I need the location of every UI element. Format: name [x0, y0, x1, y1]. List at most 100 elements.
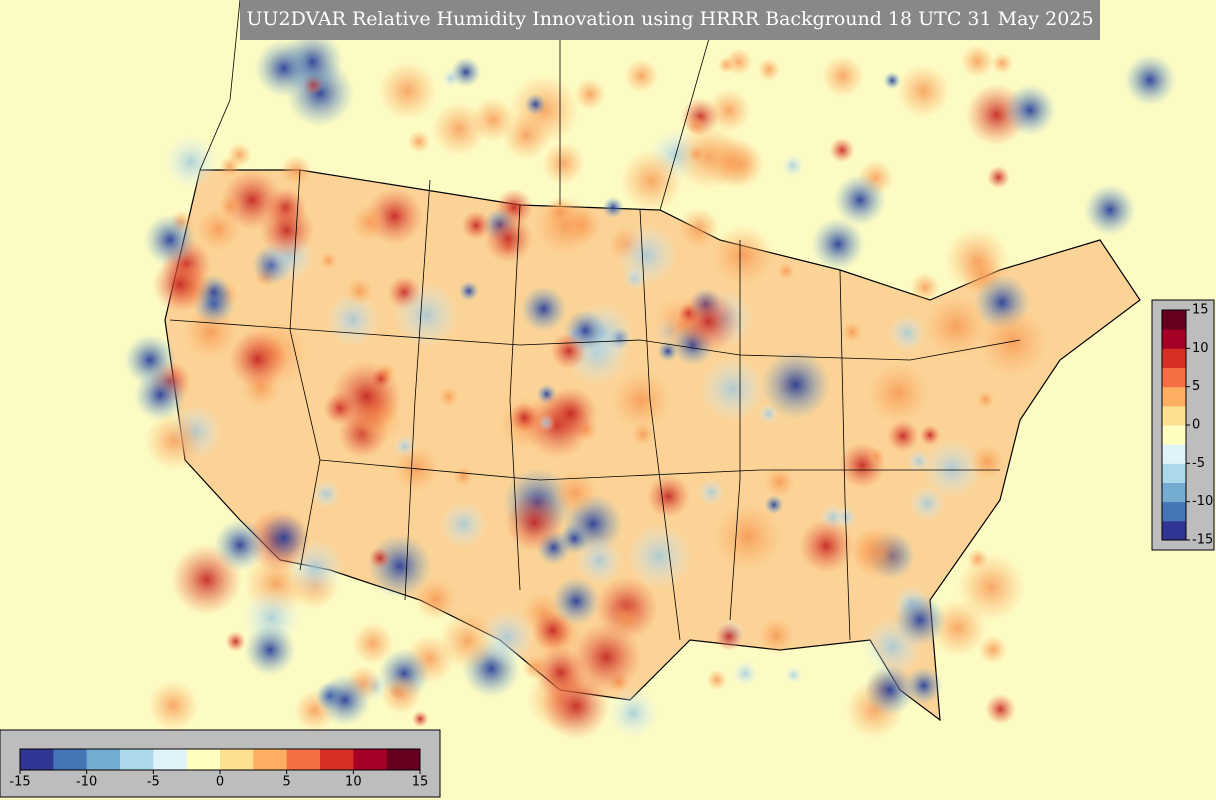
field-blob [280, 154, 312, 187]
colorbar-tick-label: -10 [1192, 494, 1213, 509]
field-blob [254, 39, 313, 98]
colorbar-tick-label: 15 [1192, 303, 1209, 318]
colorbar-segment [1162, 329, 1186, 349]
field-blob [620, 149, 684, 213]
colorbar-tick-label: 5 [283, 775, 291, 790]
field-blob [350, 204, 388, 241]
field-blob [624, 58, 659, 93]
field-blob [677, 290, 741, 354]
field-blob [144, 214, 196, 266]
field-blob [505, 493, 564, 553]
field-blob [564, 309, 607, 352]
colorbar-segment [220, 749, 254, 770]
field-blob [678, 207, 720, 249]
field-blob [439, 500, 488, 549]
field-blob [712, 224, 774, 286]
field-blob [225, 631, 246, 652]
field-blob [219, 155, 241, 178]
field-blob [461, 210, 492, 241]
colorbar-segment [1162, 425, 1186, 445]
field-blob [821, 55, 865, 98]
colorbar-segment [1162, 482, 1186, 503]
colorbar-segment [1162, 463, 1186, 483]
field-blob [346, 277, 374, 305]
field-blob [351, 622, 395, 665]
field-blob [616, 224, 678, 286]
field-blob [520, 285, 567, 333]
field-blob [607, 687, 660, 740]
field-blob [970, 444, 1005, 480]
field-blob [896, 64, 950, 118]
field-blob [991, 52, 1013, 75]
field-blob [909, 485, 946, 522]
field-blob [886, 419, 920, 453]
field-blob [380, 673, 422, 715]
field-blob [834, 174, 886, 226]
field-blob [835, 506, 858, 528]
field-blob [924, 295, 988, 358]
colorbar-segment [1162, 310, 1186, 330]
humidity-field [124, 30, 1176, 740]
colorbar-tick-label: 10 [345, 775, 362, 790]
field-blob [244, 624, 296, 676]
field-blob [764, 495, 784, 515]
colorbar-tick-label: 0 [1192, 418, 1200, 433]
colorbar-segment [1162, 367, 1186, 388]
field-blob [214, 519, 266, 571]
field-blob [311, 479, 341, 509]
field-blob [378, 61, 438, 121]
colorbar-segment [20, 749, 54, 770]
colorbar-tick-label: -5 [1192, 456, 1205, 471]
field-blob [725, 48, 753, 76]
field-blob [483, 214, 533, 264]
field-blob [319, 251, 338, 270]
field-blob [534, 646, 588, 700]
field-blob [1004, 84, 1056, 136]
field-blob [978, 635, 1008, 665]
field-blob [957, 553, 1026, 622]
colorbar-segment [386, 749, 421, 770]
colorbar-segment [86, 749, 121, 770]
colorbar-segment [320, 749, 354, 770]
field-blob [714, 622, 743, 651]
colorbar-tick-label: 0 [216, 775, 224, 790]
field-blob [545, 197, 575, 227]
field-blob [259, 203, 315, 258]
field-blob [906, 449, 931, 473]
field-blob [330, 360, 403, 432]
field-blob [784, 665, 803, 684]
colorbar-tick-label: -5 [147, 775, 160, 790]
field-blob [162, 134, 219, 190]
field-blob [811, 217, 865, 271]
field-blob [781, 153, 805, 178]
field-blob [218, 194, 243, 219]
field-blob [706, 669, 728, 691]
field-blob [1084, 184, 1136, 236]
field-blob [883, 71, 902, 90]
colorbar-segment [1162, 348, 1186, 368]
field-blob [960, 44, 995, 79]
field-blob [134, 369, 186, 421]
field-blob [611, 601, 642, 632]
field-blob [894, 594, 946, 646]
field-blob [888, 314, 927, 353]
field-blob [976, 390, 995, 409]
field-blob [552, 577, 601, 626]
field-blob [966, 548, 989, 570]
field-blob [450, 56, 482, 88]
field-blob [571, 622, 642, 693]
field-blob [574, 536, 624, 585]
field-blob [1124, 54, 1176, 106]
field-blob [625, 522, 693, 590]
colorbar-tick-label: 15 [412, 775, 429, 790]
colorbar-segment [1162, 444, 1186, 464]
colorbar-segment [253, 749, 288, 770]
field-blob [867, 362, 929, 424]
field-blob [867, 447, 885, 466]
field-blob [502, 111, 551, 161]
field-blob [986, 165, 1010, 189]
field-blob [286, 539, 345, 598]
colorbar-tick-label: -15 [1192, 533, 1213, 548]
colorbar-segment [153, 749, 188, 770]
field-blob [697, 478, 725, 506]
